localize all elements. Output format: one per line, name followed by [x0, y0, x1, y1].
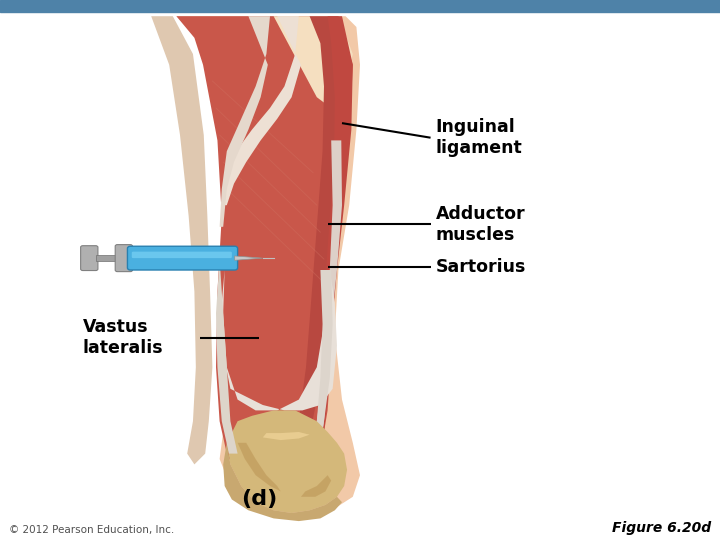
- Polygon shape: [263, 432, 310, 440]
- Polygon shape: [227, 410, 347, 513]
- Polygon shape: [216, 259, 238, 454]
- FancyBboxPatch shape: [132, 252, 232, 258]
- Text: Figure 6.20d: Figure 6.20d: [612, 521, 711, 535]
- Text: Inguinal
ligament: Inguinal ligament: [436, 118, 522, 157]
- Polygon shape: [311, 140, 342, 475]
- FancyBboxPatch shape: [115, 245, 132, 272]
- Polygon shape: [222, 270, 337, 410]
- Polygon shape: [238, 443, 281, 491]
- Polygon shape: [313, 16, 353, 464]
- Polygon shape: [223, 16, 301, 205]
- Polygon shape: [223, 443, 342, 521]
- Text: Adductor
muscles: Adductor muscles: [436, 205, 525, 244]
- Polygon shape: [235, 256, 263, 260]
- Polygon shape: [306, 270, 333, 486]
- Bar: [96, 255, 117, 261]
- Text: Vastus
lateralis: Vastus lateralis: [83, 318, 163, 357]
- Bar: [0, 0, 720, 12]
- FancyBboxPatch shape: [81, 246, 98, 271]
- Polygon shape: [301, 475, 331, 497]
- Polygon shape: [294, 16, 349, 464]
- Polygon shape: [148, 16, 360, 518]
- Polygon shape: [220, 16, 270, 227]
- Polygon shape: [151, 16, 212, 464]
- Text: © 2012 Pearson Education, Inc.: © 2012 Pearson Education, Inc.: [9, 524, 174, 535]
- Polygon shape: [176, 16, 353, 486]
- Text: Sartorius: Sartorius: [436, 258, 526, 276]
- Polygon shape: [274, 16, 353, 108]
- FancyBboxPatch shape: [127, 246, 238, 270]
- Text: (d): (d): [241, 489, 277, 509]
